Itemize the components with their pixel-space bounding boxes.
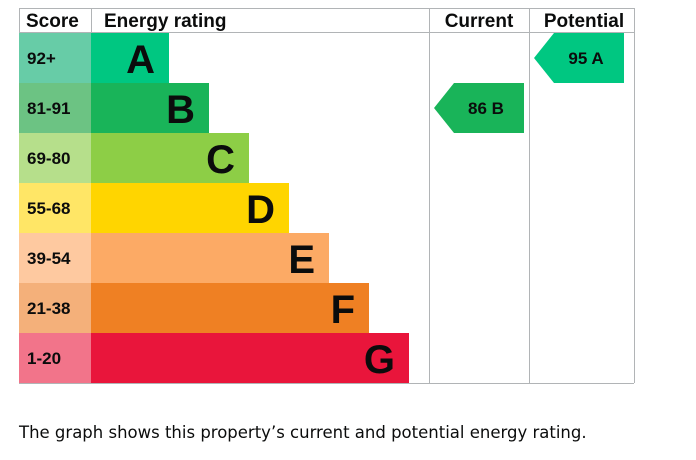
score-cell-c bbox=[19, 133, 91, 183]
rating-bar-a bbox=[91, 33, 169, 83]
rating-bar-e bbox=[91, 233, 329, 283]
score-range-label: 1-20 bbox=[27, 349, 61, 368]
score-cell-a bbox=[19, 33, 91, 83]
header-current: Current bbox=[445, 11, 514, 32]
header-score: Score bbox=[26, 11, 79, 32]
current-rating-marker: 86 B bbox=[434, 83, 524, 133]
score-range-label: 55-68 bbox=[27, 199, 70, 218]
rating-letter: F bbox=[331, 288, 355, 332]
rating-letter: C bbox=[206, 138, 235, 182]
score-cell-f bbox=[19, 283, 91, 333]
score-range-label: 92+ bbox=[27, 49, 56, 68]
band-row-c: 69-80 C bbox=[19, 133, 249, 183]
rating-bar-b bbox=[91, 83, 209, 133]
rating-bar-c bbox=[91, 133, 249, 183]
rating-markers: 86 B 95 A bbox=[434, 33, 624, 133]
score-range-label: 69-80 bbox=[27, 149, 70, 168]
rating-bar-g bbox=[91, 333, 409, 383]
score-cell-g bbox=[19, 333, 91, 383]
current-rating-marker-arrow bbox=[434, 83, 524, 133]
rating-letter: B bbox=[166, 88, 195, 132]
rating-letter: G bbox=[364, 338, 395, 382]
chart-caption: The graph shows this property’s current … bbox=[19, 423, 587, 442]
score-cell-d bbox=[19, 183, 91, 233]
energy-rating-chart: Score Energy rating Current Potential 92… bbox=[19, 8, 635, 384]
rating-bar-d bbox=[91, 183, 289, 233]
header-energy-rating: Energy rating bbox=[104, 11, 226, 32]
score-range-label: 81-91 bbox=[27, 99, 70, 118]
rating-letter: D bbox=[246, 188, 275, 232]
score-cell-e bbox=[19, 233, 91, 283]
current-rating-marker-label: 86 B bbox=[468, 99, 504, 118]
rating-bands: 92+ A 81-91 B 69-80 C 55-68 D 39-54 E 21-38 F 1-20 G bbox=[19, 33, 409, 383]
band-row-f: 21-38 F bbox=[19, 283, 369, 333]
band-row-b: 81-91 B bbox=[19, 83, 209, 133]
band-row-e: 39-54 E bbox=[19, 233, 329, 283]
rating-letter: E bbox=[288, 238, 315, 282]
potential-rating-marker-label: 95 A bbox=[568, 49, 603, 68]
header-potential: Potential bbox=[544, 11, 624, 32]
score-range-label: 39-54 bbox=[27, 249, 71, 268]
rating-bar-f bbox=[91, 283, 369, 333]
band-row-d: 55-68 D bbox=[19, 183, 289, 233]
score-range-label: 21-38 bbox=[27, 299, 70, 318]
band-row-a: 92+ A bbox=[19, 33, 169, 83]
potential-rating-marker: 95 A bbox=[534, 33, 624, 83]
band-row-g: 1-20 G bbox=[19, 333, 409, 383]
rating-letter: A bbox=[126, 38, 155, 82]
potential-rating-marker-arrow bbox=[534, 33, 624, 83]
score-cell-b bbox=[19, 83, 91, 133]
